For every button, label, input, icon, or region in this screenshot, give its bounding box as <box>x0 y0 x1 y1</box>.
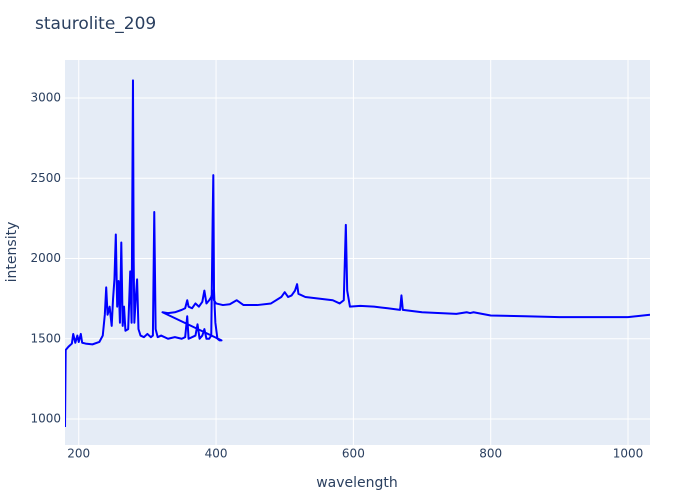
y-axis-title: intensity <box>4 222 20 283</box>
y-tick-label: 2000 <box>30 251 61 265</box>
y-tick-label: 1000 <box>30 412 61 426</box>
x-tick-label: 800 <box>479 447 502 461</box>
chart-title: staurolite_209 <box>35 14 156 34</box>
grid <box>65 60 650 445</box>
x-tick-label: 200 <box>67 447 90 461</box>
x-tick-label: 400 <box>205 447 228 461</box>
spectrum-line <box>65 79 650 428</box>
x-axis-title: wavelength <box>316 475 398 491</box>
x-tick-label: 1000 <box>613 447 644 461</box>
plot-area <box>65 60 650 445</box>
y-tick-label: 1500 <box>30 331 61 345</box>
x-tick-label: 600 <box>342 447 365 461</box>
y-tick-label: 3000 <box>30 91 61 105</box>
y-tick-label: 2500 <box>30 171 61 185</box>
